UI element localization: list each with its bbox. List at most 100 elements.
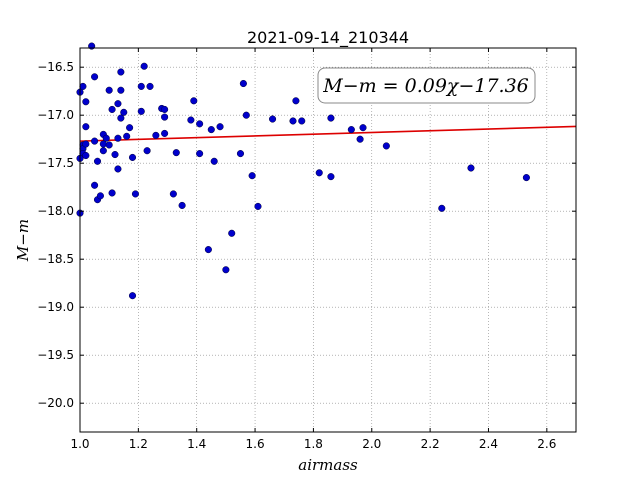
data-point [111, 151, 119, 159]
data-point [216, 123, 224, 131]
data-point [196, 150, 204, 158]
annotation-box [317, 67, 536, 104]
data-point [269, 115, 277, 123]
data-point [79, 82, 87, 90]
data-point [315, 169, 323, 177]
data-point [128, 153, 137, 161]
data-point [172, 149, 180, 157]
data-point [82, 123, 90, 131]
data-point [467, 164, 475, 172]
data-point [123, 132, 131, 140]
data-point [140, 62, 148, 70]
y-tick-label: −20.0 [37, 396, 74, 410]
data-point [196, 120, 204, 128]
data-point [108, 105, 116, 113]
data-point [239, 79, 247, 88]
data-point [105, 141, 113, 149]
y-tick-label: −19.0 [37, 300, 74, 314]
data-point [114, 134, 122, 142]
axis-ticks: 1.0 1.2 1.4 1.6 1.8 2.0 2.2 2.4 2.6 −16.5 −17.0 −17… [37, 48, 576, 451]
data-point [108, 189, 116, 197]
plot-area [80, 48, 576, 432]
data-point [254, 202, 262, 210]
data-point [117, 68, 125, 76]
data-point [327, 114, 335, 122]
data-point [522, 174, 530, 182]
y-tick-label: −18.0 [37, 204, 74, 218]
x-tick-label: 1.6 [246, 437, 265, 451]
chart-title: 2021-09-14_210344 [247, 28, 409, 48]
data-point [236, 150, 245, 158]
data-point [96, 192, 104, 200]
fit-annotation-box: M−m = 0.09χ−17.36 [317, 67, 536, 104]
data-point [298, 117, 306, 125]
data-point [438, 204, 446, 212]
data-point [327, 173, 335, 181]
data-point [161, 129, 169, 137]
data-point [347, 126, 355, 134]
data-point [82, 151, 90, 160]
data-point [248, 172, 256, 180]
data-point [161, 113, 169, 121]
data-point [204, 246, 212, 254]
y-tick-label: −17.0 [37, 108, 74, 122]
data-point [137, 107, 145, 115]
data-point [128, 292, 137, 300]
data-point [146, 82, 154, 90]
x-tick-label: 2.0 [362, 437, 381, 451]
data-point [82, 140, 90, 148]
data-point [187, 116, 195, 124]
y-tick-label: −16.5 [37, 60, 74, 74]
data-point [91, 137, 99, 145]
data-point [356, 135, 364, 143]
y-tick-label: −19.5 [37, 348, 74, 362]
y-tick-label: −18.5 [37, 252, 74, 266]
x-tick-label: 2.4 [479, 437, 498, 451]
data-point [131, 190, 139, 198]
data-point [292, 97, 300, 105]
data-point [126, 124, 134, 132]
fit-line-group [79, 125, 577, 142]
data-point [114, 165, 122, 173]
fit-line [79, 125, 577, 142]
data-point [169, 190, 177, 198]
data-point [228, 229, 236, 237]
data-point [105, 86, 113, 94]
x-tick-label: 1.0 [70, 437, 89, 451]
data-point [210, 157, 218, 165]
data-point [99, 147, 107, 155]
data-points [76, 42, 530, 300]
data-point [117, 114, 125, 122]
data-point [222, 266, 230, 274]
plot-frame [79, 47, 577, 433]
x-axis-label: airmass [298, 456, 358, 474]
x-tick-label: 1.2 [129, 437, 148, 451]
data-point [242, 111, 250, 119]
x-tick-label: 1.4 [187, 437, 206, 451]
data-point [359, 124, 367, 132]
data-point [120, 108, 128, 116]
data-point [117, 86, 125, 94]
data-point [152, 131, 160, 139]
data-point [102, 134, 110, 142]
data-point [143, 147, 151, 155]
y-tick-label: −17.5 [37, 156, 74, 170]
x-tick-label: 1.8 [304, 437, 323, 451]
data-point [207, 126, 215, 134]
data-point [289, 117, 297, 125]
data-point [91, 181, 99, 189]
data-point [190, 97, 198, 105]
x-tick-label: 2.2 [421, 437, 440, 451]
data-point [114, 100, 122, 108]
data-point [161, 105, 169, 113]
data-point [93, 157, 102, 165]
y-axis-label: M−m [14, 219, 32, 262]
data-point [382, 142, 390, 150]
data-point [82, 98, 90, 106]
data-point [178, 201, 186, 209]
data-point [91, 73, 99, 81]
x-tick-label: 2.6 [537, 437, 556, 451]
data-point [137, 82, 145, 90]
fit-equation: M−m = 0.09χ−17.36 [322, 75, 529, 97]
